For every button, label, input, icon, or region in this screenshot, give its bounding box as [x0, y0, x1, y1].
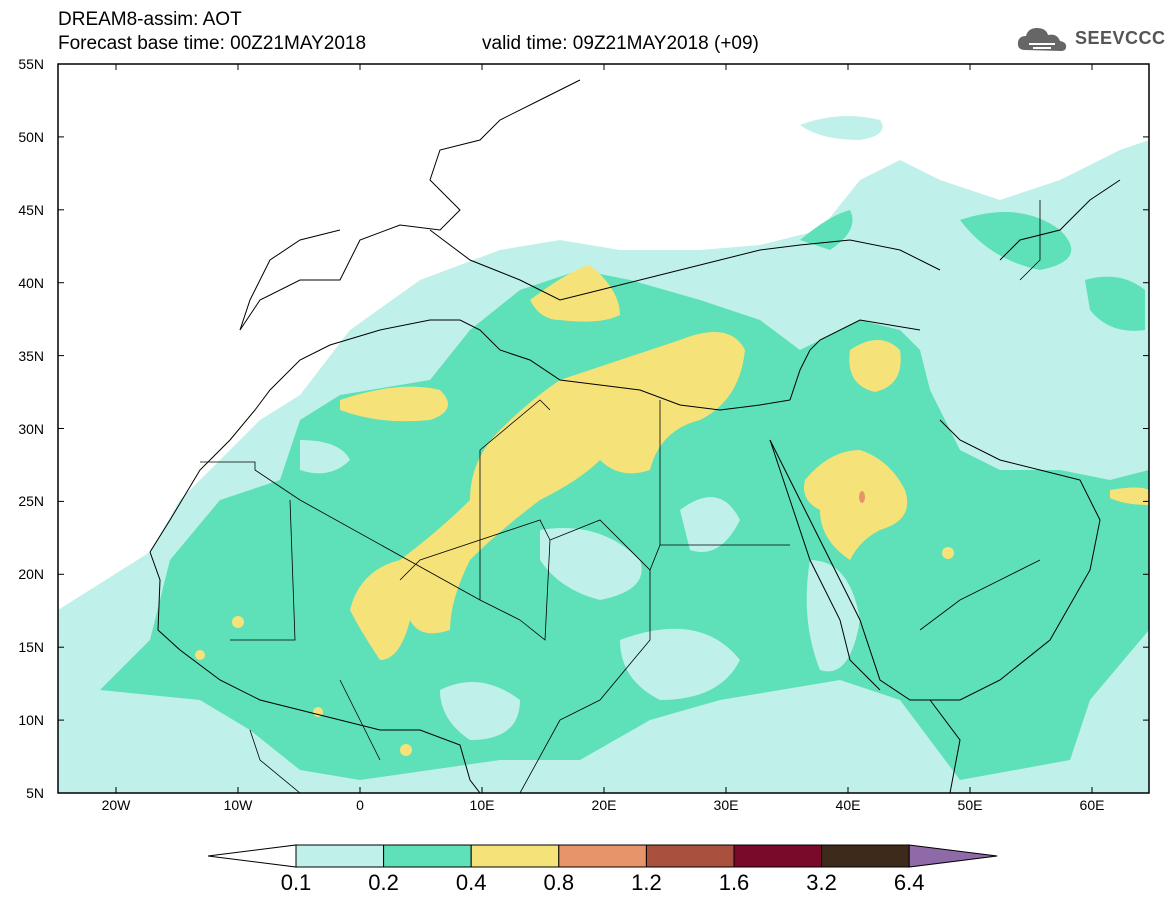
colorbar-box: [645, 844, 735, 868]
lat-label: 40N: [18, 274, 44, 291]
colorbar-label: 0.8: [543, 870, 575, 895]
colorbar-label: 3.2: [806, 870, 837, 895]
lat-label: 55N: [18, 56, 44, 72]
colorbar-label: 0.1: [280, 870, 312, 895]
lon-label: 40E: [835, 797, 861, 813]
lat-label: 50N: [18, 128, 44, 145]
lat-label: 5N: [26, 785, 44, 801]
colorbar-label: 0.4: [455, 870, 487, 895]
colorbar-over-triangle: [908, 844, 998, 868]
lat-label: 30N: [18, 420, 44, 437]
title-product: DREAM8-assim: AOT: [58, 9, 242, 30]
aot-band-0.1-patch: [300, 440, 860, 740]
aot-band-1.2: [859, 491, 865, 503]
lon-label: 10W: [223, 797, 253, 813]
lon-label: 50E: [957, 797, 983, 813]
colorbar-label: 0.2: [368, 870, 399, 895]
coastlines: [149, 79, 1121, 793]
cloud-icon: [1017, 28, 1067, 51]
lat-label: 10N: [18, 712, 44, 729]
colorbar-box: [470, 844, 560, 868]
country-borders: [200, 200, 1041, 793]
lon-label: 10E: [469, 797, 495, 813]
lat-label: 20N: [18, 566, 44, 583]
seevccc-logo: SEEVCCC: [1015, 24, 1165, 56]
colorbar-label: 6.4: [893, 870, 925, 895]
colorbar-box: [295, 844, 385, 868]
logo-text: SEEVCCC: [1075, 28, 1165, 48]
lon-label: 0: [356, 797, 364, 813]
title-valid-time: valid time: 09Z21MAY2018 (+09): [482, 33, 759, 54]
lon-label: 60E: [1079, 797, 1105, 813]
lat-label: 25N: [18, 493, 44, 510]
colorbar-under-triangle: [207, 844, 297, 868]
colorbar-label: 1.2: [631, 870, 662, 895]
lat-label: 45N: [18, 201, 44, 218]
colorbar-box: [383, 844, 472, 868]
lon-label: 20W: [101, 797, 131, 813]
lat-label: 15N: [18, 639, 44, 656]
title-base-time: Forecast base time: 00Z21MAY2018: [58, 33, 367, 54]
colorbar-box: [733, 844, 823, 868]
aot-band-0.4: [195, 265, 1149, 756]
lat-label: 35N: [18, 347, 44, 364]
colorbar-box: [558, 844, 647, 868]
axis-ticks: [58, 63, 1149, 794]
colorbar-box: [821, 844, 910, 868]
lon-label: 20E: [591, 797, 617, 813]
lon-label: 30E: [713, 797, 739, 813]
colorbar-label: 1.6: [718, 870, 750, 895]
